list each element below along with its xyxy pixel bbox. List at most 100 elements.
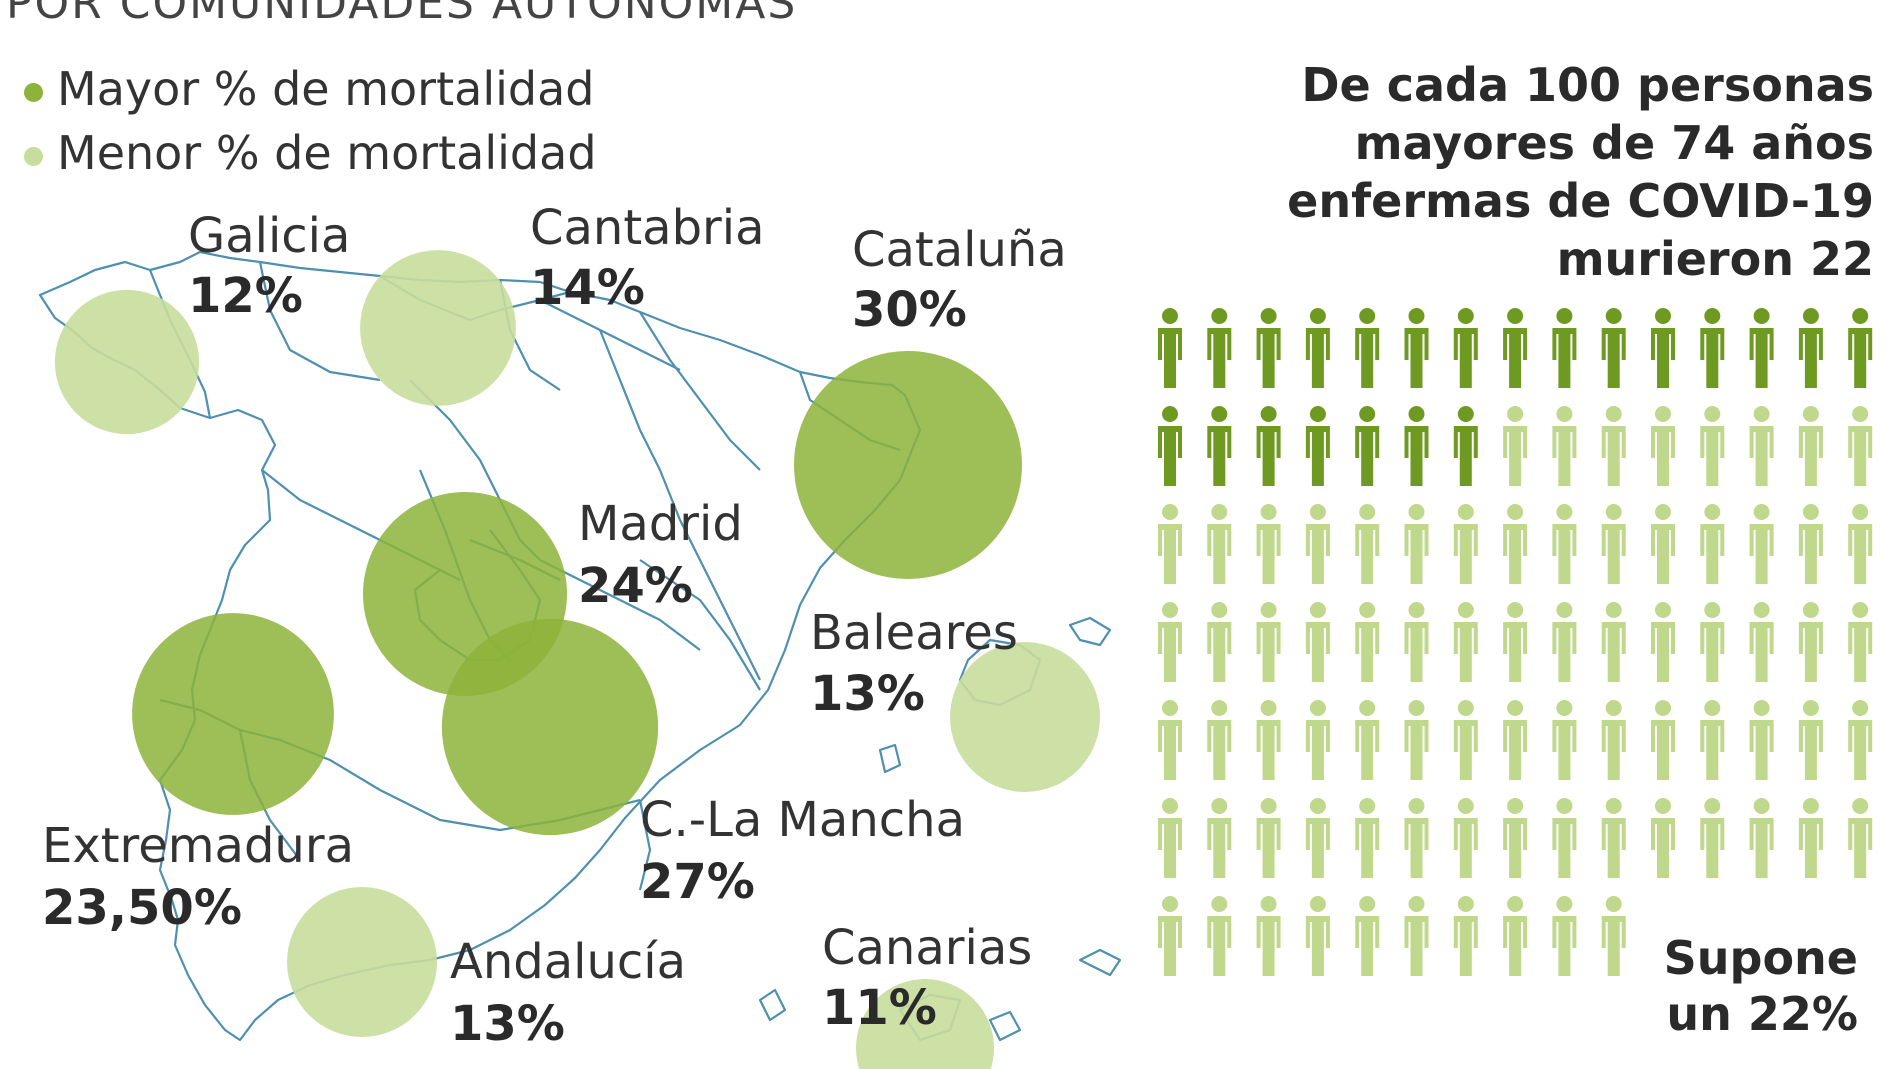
person-icon <box>1158 602 1182 682</box>
person-icon <box>1552 700 1577 780</box>
person-icon <box>1601 406 1626 486</box>
person-icon <box>1601 798 1626 878</box>
person-icon <box>1848 798 1873 878</box>
person-icon <box>1355 798 1380 878</box>
region-bubbles <box>54 250 1100 1069</box>
person-icon <box>1798 308 1823 388</box>
person-icon <box>1305 602 1330 682</box>
person-icon <box>1700 406 1725 486</box>
person-icon <box>1749 308 1774 388</box>
person-icon <box>1798 602 1823 682</box>
region-pct-cataluna: 30% <box>852 282 967 338</box>
person-icon <box>1552 798 1577 878</box>
person-icon <box>1848 504 1873 584</box>
person-icon <box>1158 896 1182 976</box>
legend-dot-lower <box>24 147 43 166</box>
person-icon <box>1453 308 1478 388</box>
person-icon <box>1256 504 1281 584</box>
region-name-baleares: Baleares <box>810 605 1018 661</box>
person-icon <box>1256 406 1281 486</box>
person-icon <box>1848 602 1873 682</box>
person-icon <box>1503 798 1528 878</box>
person-icon <box>1453 798 1478 878</box>
person-icon <box>1453 700 1478 780</box>
person-icon <box>1503 308 1528 388</box>
region-name-cantabria: Cantabria <box>530 200 765 256</box>
person-icon <box>1601 896 1626 976</box>
person-icon <box>1404 406 1429 486</box>
person-icon <box>1207 504 1232 584</box>
region-name-andalucia: Andalucía <box>450 934 687 990</box>
region-pct-canarias: 11% <box>822 980 937 1036</box>
person-icon <box>1798 406 1823 486</box>
person-icon <box>1453 896 1478 976</box>
person-icon <box>1503 602 1528 682</box>
person-icon <box>1601 602 1626 682</box>
region-pct-andalucia: 13% <box>450 996 565 1052</box>
region-pct-extremadura: 23,50% <box>42 880 242 936</box>
person-icon <box>1749 406 1774 486</box>
person-icon <box>1404 602 1429 682</box>
person-icon <box>1355 504 1380 584</box>
person-icon <box>1552 602 1577 682</box>
legend-dot-higher <box>24 83 43 102</box>
pictogram-summary: Supone un 22% <box>1664 930 1858 1042</box>
person-icon <box>1158 798 1182 878</box>
person-icon <box>1158 406 1182 486</box>
person-icon <box>1355 700 1380 780</box>
person-icon <box>1305 798 1330 878</box>
person-icon <box>1552 308 1577 388</box>
person-icon <box>1848 406 1873 486</box>
person-icon <box>1207 798 1232 878</box>
person-icon <box>1404 798 1429 878</box>
person-icon <box>1207 700 1232 780</box>
region-pct-galicia: 12% <box>188 268 303 324</box>
person-icon <box>1503 504 1528 584</box>
person-icon <box>1601 700 1626 780</box>
legend-item-higher: Mayor % de mortalidad <box>24 62 594 116</box>
person-icon <box>1256 602 1281 682</box>
region-pct-cantabria: 14% <box>530 260 645 316</box>
bubble-extremadura <box>132 613 334 815</box>
person-icon <box>1700 798 1725 878</box>
person-icon <box>1651 602 1675 682</box>
region-name-extremadura: Extremadura <box>42 818 354 874</box>
bubble-andaluc-a <box>287 887 437 1037</box>
person-icon <box>1355 308 1380 388</box>
person-icon <box>1700 308 1725 388</box>
person-icon <box>1207 896 1232 976</box>
person-icon <box>1503 700 1528 780</box>
person-icon <box>1158 700 1182 780</box>
region-name-cataluna: Cataluña <box>852 222 1067 278</box>
person-icon <box>1355 406 1380 486</box>
region-name-galicia: Galicia <box>188 208 351 264</box>
person-icon <box>1798 504 1823 584</box>
person-icon <box>1651 406 1675 486</box>
person-icon <box>1798 798 1823 878</box>
person-icon <box>1207 602 1232 682</box>
region-name-madrid: Madrid <box>578 496 743 552</box>
person-icon <box>1256 798 1281 878</box>
person-icon <box>1404 504 1429 584</box>
person-icon <box>1700 504 1725 584</box>
bubble-catalu-a <box>794 351 1022 579</box>
person-icon <box>1601 308 1626 388</box>
person-icon <box>1256 700 1281 780</box>
person-icon <box>1453 406 1478 486</box>
summary-line-1: Supone <box>1663 931 1858 985</box>
person-icon <box>1552 896 1577 976</box>
person-icon <box>1305 406 1330 486</box>
person-icon <box>1651 504 1675 584</box>
person-icon <box>1207 406 1232 486</box>
person-icon <box>1503 406 1528 486</box>
legend-item-lower: Menor % de mortalidad <box>24 126 597 180</box>
region-pct-madrid: 24% <box>578 558 693 614</box>
person-icon <box>1355 602 1380 682</box>
person-icon <box>1503 896 1528 976</box>
person-icon <box>1305 700 1330 780</box>
person-icon <box>1552 504 1577 584</box>
chart-subtitle: POR COMUNIDADES AUTÓNOMAS <box>6 0 798 29</box>
bubble-baleares <box>950 642 1100 792</box>
person-icon <box>1453 602 1478 682</box>
